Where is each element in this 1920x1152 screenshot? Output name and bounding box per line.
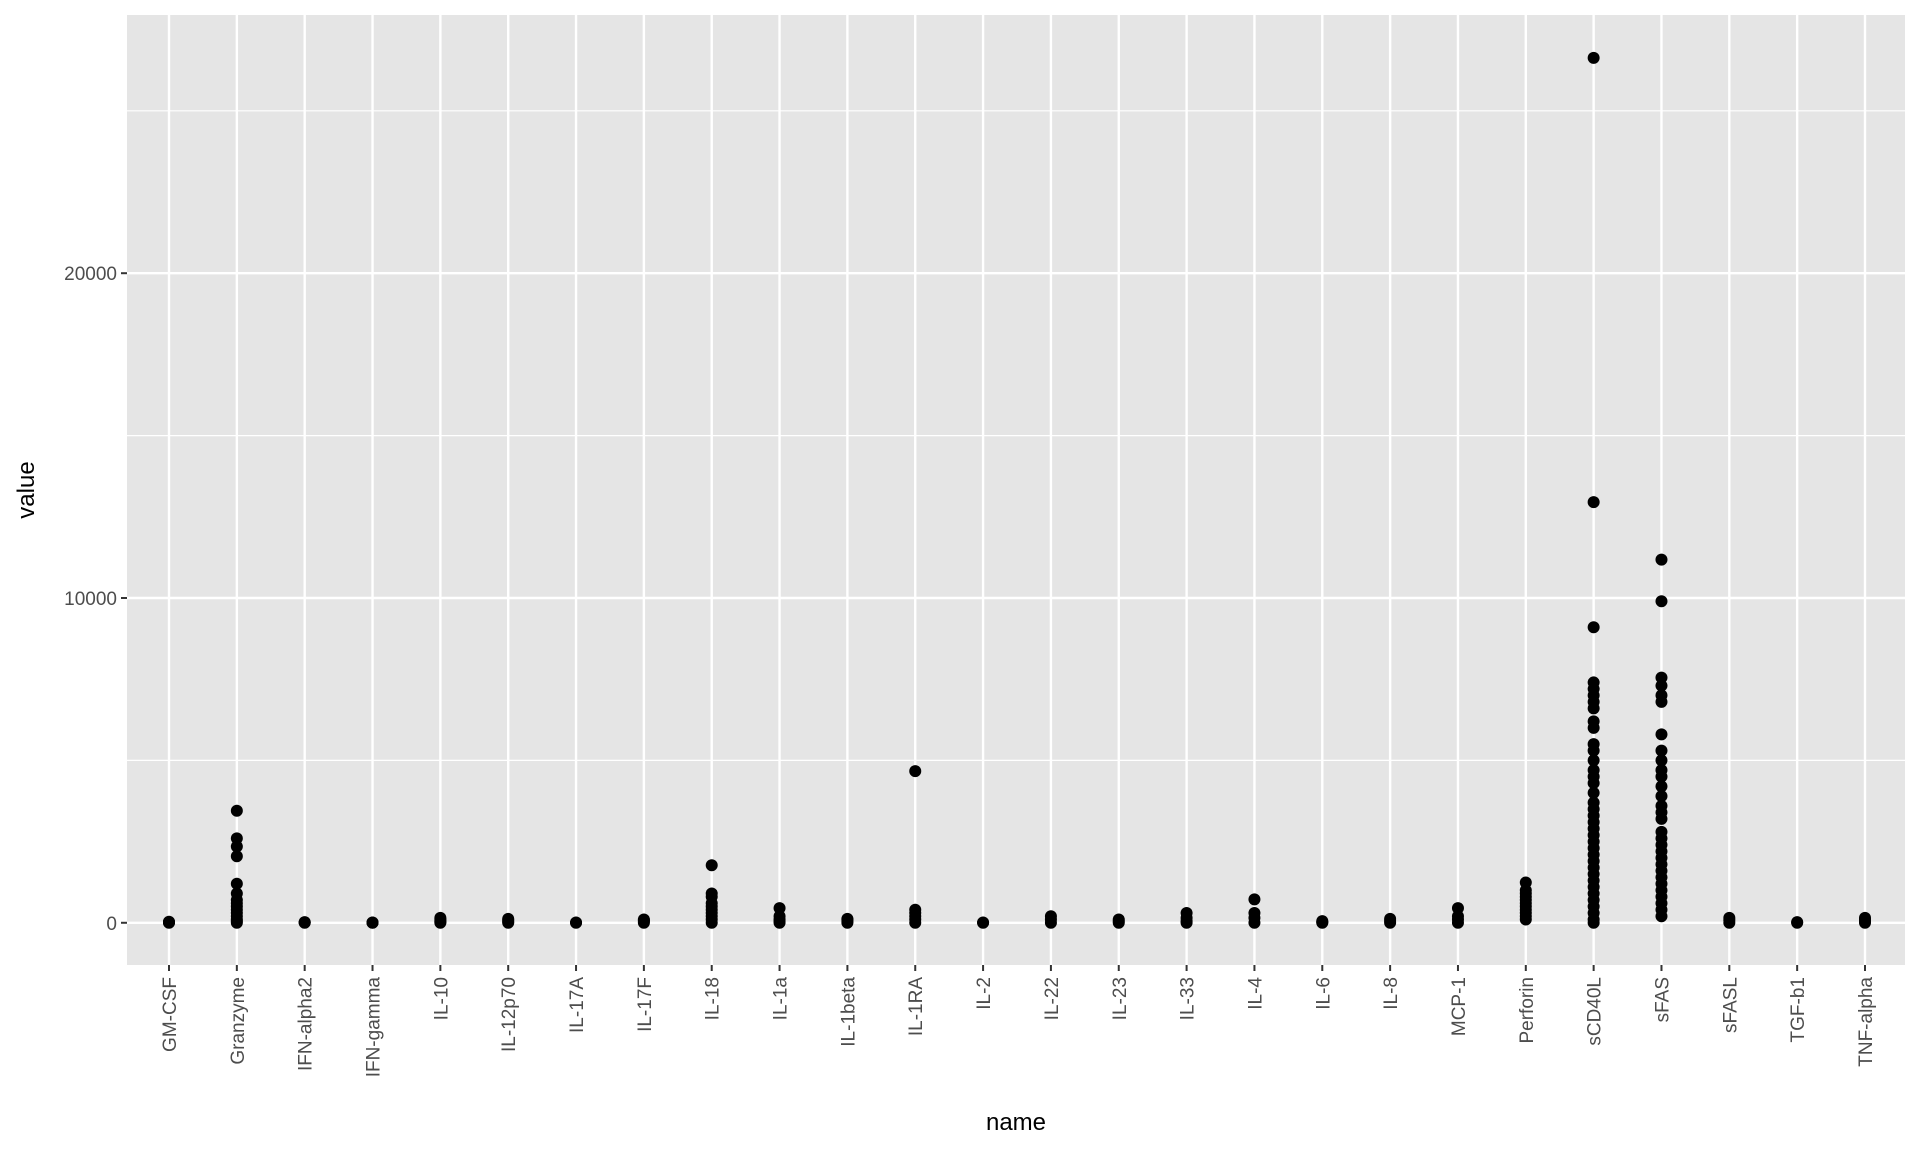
point (1587, 754, 1600, 767)
point (1316, 915, 1329, 928)
x-tick-label: IL-1a (771, 977, 792, 1021)
point (298, 916, 311, 929)
point (705, 859, 718, 872)
point (1723, 911, 1736, 924)
point (1587, 621, 1600, 634)
point (1655, 695, 1668, 708)
point (1655, 754, 1668, 767)
point (230, 916, 243, 929)
point (1655, 812, 1668, 825)
point (1655, 595, 1668, 608)
point (637, 913, 650, 926)
y-axis-title: value (13, 461, 40, 518)
x-tick-label: IL-17F (635, 977, 656, 1032)
point (909, 916, 922, 929)
point (502, 912, 515, 925)
point (1655, 770, 1668, 783)
point (1248, 893, 1261, 906)
point (1655, 780, 1668, 793)
point (1655, 728, 1668, 741)
point (163, 915, 175, 928)
point (230, 850, 243, 863)
point (1655, 744, 1668, 757)
x-tick-label: sCD40L (1585, 977, 1606, 1046)
point (1655, 790, 1668, 803)
x-tick-label: sFAS (1652, 977, 1673, 1022)
point (1791, 916, 1804, 929)
point (366, 916, 379, 929)
panel (127, 15, 1905, 965)
x-tick-label: IL-8 (1381, 977, 1402, 1010)
point (1655, 910, 1668, 923)
point (1180, 916, 1193, 929)
y-tick-label: 10000 (64, 589, 117, 610)
point (1519, 913, 1532, 926)
point (1587, 786, 1600, 799)
x-tick-label: IL-2 (974, 977, 995, 1010)
x-tick-label: Granzyme (228, 977, 249, 1065)
point (1248, 916, 1261, 929)
point (1384, 912, 1397, 925)
x-tick-label: IL-17A (567, 977, 588, 1033)
y-tick-label: 20000 (64, 264, 117, 285)
point (434, 911, 447, 924)
point (230, 804, 243, 817)
point (1587, 744, 1600, 757)
x-axis-title: name (986, 1109, 1046, 1136)
point (1587, 702, 1600, 715)
point (909, 765, 922, 778)
x-tick-label: IL-4 (1245, 977, 1266, 1010)
x-tick-label: IL-23 (1110, 977, 1131, 1020)
x-tick-label: IL-18 (703, 977, 724, 1020)
point (1655, 679, 1668, 692)
point (1587, 721, 1600, 734)
x-tick-label: Perforin (1517, 977, 1538, 1044)
point (570, 916, 583, 929)
x-tick-label: TGF-b1 (1788, 977, 1809, 1042)
x-tick-label: IL-12p70 (499, 977, 520, 1052)
x-tick-label: TNF-alpha (1856, 977, 1877, 1067)
point (773, 916, 786, 929)
x-tick-label: GM-CSF (160, 977, 181, 1052)
point (1859, 911, 1871, 924)
x-tick-label: IFN-gamma (364, 977, 385, 1078)
point (841, 912, 854, 925)
point (977, 916, 990, 929)
point (230, 840, 243, 853)
y-tick-label: 0 (106, 914, 117, 935)
x-tick-label: sFASL (1720, 977, 1741, 1033)
point (1451, 916, 1464, 929)
point (705, 916, 718, 929)
point (230, 877, 243, 890)
x-tick-label: IL-1beta (838, 977, 859, 1047)
x-tick-label: IL-1RA (906, 977, 927, 1036)
point (1112, 913, 1125, 926)
point (1587, 916, 1600, 929)
x-tick-label: IL-33 (1178, 977, 1199, 1020)
point (1587, 51, 1600, 64)
x-tick-label: IL-22 (1042, 977, 1063, 1020)
x-tick-label: IL-10 (431, 977, 452, 1020)
x-tick-label: MCP-1 (1449, 977, 1470, 1036)
point (1587, 496, 1600, 509)
x-tick-label: IFN-alpha2 (296, 977, 317, 1071)
point (1044, 910, 1057, 923)
point (1655, 553, 1668, 566)
x-tick-label: IL-6 (1313, 977, 1334, 1010)
point (1587, 777, 1600, 790)
